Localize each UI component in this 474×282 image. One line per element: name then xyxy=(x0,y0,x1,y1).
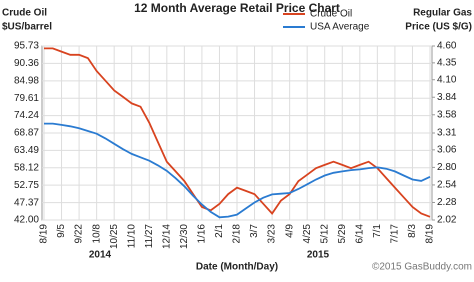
series-line xyxy=(44,47,431,218)
x-tick-label: 4/25 xyxy=(302,224,313,244)
y2-tick-label: 4.35 xyxy=(437,58,457,69)
y2-tick-label: 3.84 xyxy=(437,92,457,103)
x-tick-label: 8/19 xyxy=(425,224,436,244)
x-tick-label: 5/12 xyxy=(319,224,330,244)
year-label: 2014 xyxy=(89,250,112,261)
legend-label: USA Average xyxy=(310,22,370,33)
y-tick-label: 47.37 xyxy=(14,197,39,208)
y-tick-label: 63.49 xyxy=(14,145,39,156)
y2-tick-label: 3.31 xyxy=(437,128,457,139)
x-tick-label: 2/1 xyxy=(214,224,225,238)
y-tick-label: 52.75 xyxy=(14,180,39,191)
y-tick-label: 84.98 xyxy=(14,75,39,86)
x-tick-label: 8/19 xyxy=(39,224,50,244)
credit: ©2015 GasBuddy.com xyxy=(372,262,472,273)
y-tick-label: 42.00 xyxy=(14,215,39,226)
y2-axis-label: Regular Gas xyxy=(413,8,472,19)
x-tick-label: 10/8 xyxy=(91,224,102,244)
x-tick-label: 10/25 xyxy=(109,224,120,249)
x-tick-label: 3/7 xyxy=(249,224,260,238)
x-tick-label: 7/1 xyxy=(372,224,383,238)
legend-label: Crude Oil xyxy=(310,9,352,20)
x-tick-label: 4/9 xyxy=(284,224,295,238)
y2-tick-label: 2.54 xyxy=(437,180,457,191)
chart-title: 12 Month Average Retail Price Chart xyxy=(134,1,340,15)
y-tick-label: 79.61 xyxy=(14,93,39,104)
x-tick-label: 12/14 xyxy=(161,224,172,249)
y2-tick-label: 4.60 xyxy=(437,41,457,52)
y-tick-label: 95.73 xyxy=(14,41,39,52)
x-tick-label: 9/5 xyxy=(56,224,67,238)
y2-axis-label: Price (US $/G) xyxy=(405,22,472,33)
y2-tick-label: 2.80 xyxy=(437,162,457,173)
x-tick-label: 8/3 xyxy=(407,224,418,238)
x-tick-label: 12/30 xyxy=(179,224,190,249)
y2-tick-label: 4.10 xyxy=(437,74,457,85)
y-tick-label: 90.36 xyxy=(14,58,39,69)
y-axis-label: $US/barrel xyxy=(2,22,52,33)
y-axis-label: Crude Oil xyxy=(2,8,47,19)
y-tick-label: 58.12 xyxy=(14,162,39,173)
x-tick-label: 11/27 xyxy=(144,224,155,249)
x-tick-label: 3/23 xyxy=(267,224,278,244)
x-tick-label: 11/10 xyxy=(126,224,137,249)
y-tick-label: 68.87 xyxy=(14,128,39,139)
year-label: 2015 xyxy=(307,250,330,261)
x-axis-label: Date (Month/Day) xyxy=(196,262,278,273)
x-tick-label: 5/29 xyxy=(337,224,348,244)
y2-tick-label: 3.58 xyxy=(437,109,457,120)
x-tick-label: 9/22 xyxy=(74,224,85,244)
x-tick-label: 1/16 xyxy=(197,224,208,244)
y2-tick-label: 2.28 xyxy=(437,197,457,208)
y2-tick-label: 3.06 xyxy=(437,145,457,156)
x-tick-label: 7/17 xyxy=(390,224,401,244)
series-line xyxy=(44,122,431,219)
x-tick-label: 6/14 xyxy=(354,224,365,244)
y2-tick-label: 2.02 xyxy=(437,215,457,226)
x-tick-label: 2/18 xyxy=(232,224,243,244)
y-tick-label: 74.24 xyxy=(14,110,39,121)
